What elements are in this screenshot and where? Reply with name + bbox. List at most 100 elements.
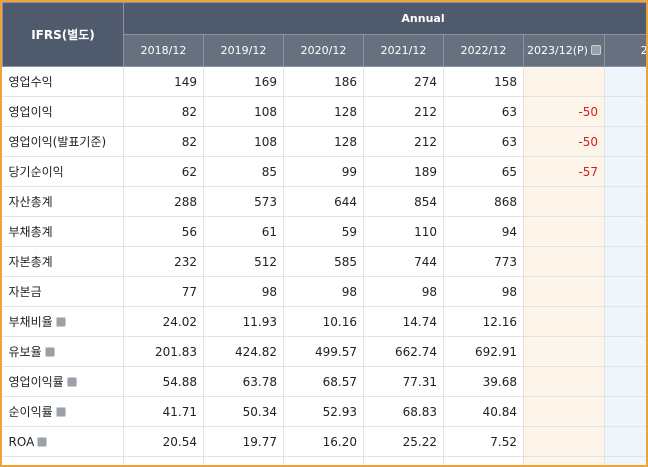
value-cell (523, 306, 605, 337)
period-header: 2020/12 (283, 34, 364, 67)
value-cell: 128 (283, 96, 364, 127)
row-label: 당기순이익 (2, 156, 124, 187)
value-cell: 186 (283, 66, 364, 97)
value-cell: 61 (203, 216, 284, 247)
value-cell: 52.93 (283, 396, 364, 427)
table-row: 자산총계 288 573 644 854 868 (2, 186, 646, 217)
value-cell (604, 456, 646, 465)
value-cell (523, 366, 605, 397)
period-header: 2024/12 (603, 34, 648, 67)
value-cell: 20.54 (123, 426, 204, 457)
value-cell: 98 (443, 276, 524, 307)
value-cell (523, 186, 605, 217)
value-cell: 62 (123, 156, 204, 187)
row-label-text: 순이익률 (8, 405, 53, 419)
value-cell: 25.22 (363, 426, 444, 457)
value-cell: 65 (443, 156, 524, 187)
value-cell: 854 (363, 186, 444, 217)
period-label: 2018/12 (140, 44, 187, 57)
value-cell (604, 426, 646, 457)
row-label-text: 영업이익률 (8, 375, 64, 389)
value-cell (523, 396, 605, 427)
period-header: 2023/12(P) (523, 34, 605, 67)
value-cell: 68.57 (283, 366, 364, 397)
help-icon (590, 45, 601, 55)
value-cell: 17.08 (283, 456, 364, 465)
period-label: 2020/12 (300, 44, 347, 57)
value-cell: 14.74 (363, 306, 444, 337)
period-header: 2019/12 (203, 34, 284, 67)
help-icon (44, 347, 55, 357)
table-row: 부채비율 24.02 11.93 10.16 14.74 12.16 (2, 306, 646, 337)
value-cell: 108 (203, 126, 284, 157)
value-cell: 98 (283, 276, 364, 307)
value-cell: 41.71 (123, 396, 204, 427)
row-label: 영업수익 (2, 66, 124, 97)
value-cell: 201.83 (123, 336, 204, 367)
table-header: IFRS(별도) Annual 2018/12 2019/12 2020/12 202… (2, 2, 648, 67)
table-row: ROE 25.5222.8817.0828.428.52 (2, 456, 646, 465)
value-cell (604, 336, 646, 367)
value-cell: 212 (363, 96, 444, 127)
value-cell: 94 (443, 216, 524, 247)
value-cell (604, 96, 646, 127)
value-cell: 169 (203, 66, 284, 97)
table-row: 영업수익 149 169 186 274 158 (2, 66, 646, 97)
value-cell: 98 (363, 276, 444, 307)
value-cell (604, 306, 646, 337)
value-cell: 82 (123, 126, 204, 157)
value-cell (523, 216, 605, 247)
value-cell: 22.88 (203, 456, 284, 465)
row-label: ROE (2, 456, 124, 465)
value-cell: 212 (363, 126, 444, 157)
value-cell: 499.57 (283, 336, 364, 367)
value-cell: 39.68 (443, 366, 524, 397)
value-cell: 158 (443, 66, 524, 97)
row-label-text: 영업수익 (8, 75, 53, 89)
help-icon (55, 407, 66, 417)
value-cell: 63 (443, 96, 524, 127)
row-label-text: 유보율 (8, 345, 42, 359)
value-cell (604, 186, 646, 217)
value-cell: 692.91 (443, 336, 524, 367)
value-cell: 424.82 (203, 336, 284, 367)
row-label-text: 자본총계 (8, 255, 53, 269)
value-cell: 85 (203, 156, 284, 187)
row-label: 부채비율 (2, 306, 124, 337)
value-cell: 54.88 (123, 366, 204, 397)
value-cell: 868 (443, 186, 524, 217)
corner-header: IFRS(별도) (2, 2, 124, 67)
value-cell: 10.16 (283, 306, 364, 337)
value-cell (523, 276, 605, 307)
period-header: 2021/12 (363, 34, 444, 67)
value-cell: 585 (283, 246, 364, 277)
value-cell: 77 (123, 276, 204, 307)
group-header: Annual (122, 2, 646, 35)
value-cell (523, 426, 605, 457)
row-label: 영업이익 (2, 96, 124, 127)
period-header: 2018/12 (123, 34, 204, 67)
row-label-text: 영업이익 (8, 105, 53, 119)
period-label: 2021/12 (380, 44, 427, 57)
value-cell: 149 (123, 66, 204, 97)
row-label: 부채총계 (2, 216, 124, 247)
help-icon (37, 436, 48, 447)
value-cell: 744 (363, 246, 444, 277)
value-cell: -57 (523, 156, 605, 187)
row-label: ROA (2, 426, 124, 457)
row-label: 자본총계 (2, 246, 124, 277)
value-cell: 189 (363, 156, 444, 187)
value-cell (604, 216, 646, 247)
period-label: 2024/12 (640, 44, 648, 57)
table-row: 영업이익 82 108 128 212 63 -50 (2, 96, 646, 127)
period-label: 2019/12 (220, 44, 267, 57)
value-cell: -50 (523, 126, 605, 157)
value-cell (604, 246, 646, 277)
value-cell: 98 (203, 276, 284, 307)
value-cell (523, 336, 605, 367)
table-row: 당기순이익 62 85 99 189 65 -57 (2, 156, 646, 187)
value-cell (604, 276, 646, 307)
header-row: 2018/12 2019/12 2020/12 2021/12 2022/12 2023/… (3, 34, 648, 67)
